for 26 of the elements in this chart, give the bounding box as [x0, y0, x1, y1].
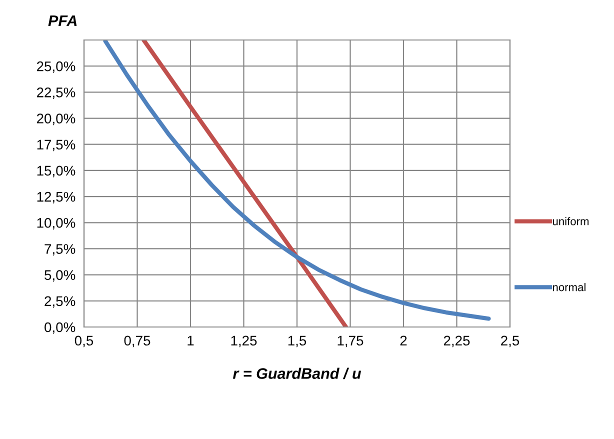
legend-label: normal — [552, 283, 586, 292]
y-tick-label: 5,0% — [44, 270, 76, 282]
y-tick-label: 22,5% — [36, 88, 76, 99]
x-tick-label: 1,75 — [338, 336, 364, 348]
line-series — [103, 40, 491, 321]
legend-label: uniform — [552, 217, 589, 226]
y-tick-label: 20,0% — [36, 114, 76, 126]
y-tick-label: 0,0% — [44, 322, 76, 334]
y-tick-label: 12,5% — [37, 192, 76, 204]
line-series — [142, 40, 348, 327]
y-tick-label: 7,5% — [44, 244, 76, 256]
y-tick-label: 15,0% — [37, 166, 76, 178]
y-axis-title: PFA — [48, 15, 77, 26]
x-tick-label: 1,5 — [288, 336, 306, 348]
x-tick-label: 2 — [400, 336, 407, 346]
x-tick-label: 0,5 — [74, 336, 94, 348]
x-axis-title: r = GuardBand / u — [232, 368, 362, 380]
x-tick-label: 2,5 — [501, 336, 520, 348]
x-tick-label: 2,25 — [444, 336, 470, 348]
x-tick-label: 0,75 — [124, 336, 150, 348]
x-tick-label: 1 — [188, 336, 194, 346]
y-tick-label: 2,5% — [44, 296, 76, 308]
y-tick-label: 10,0% — [37, 218, 76, 230]
x-tick-label: 1,25 — [231, 336, 257, 348]
y-tick-label: 25,0% — [36, 61, 76, 73]
y-tick-label: 17,5% — [37, 140, 76, 152]
